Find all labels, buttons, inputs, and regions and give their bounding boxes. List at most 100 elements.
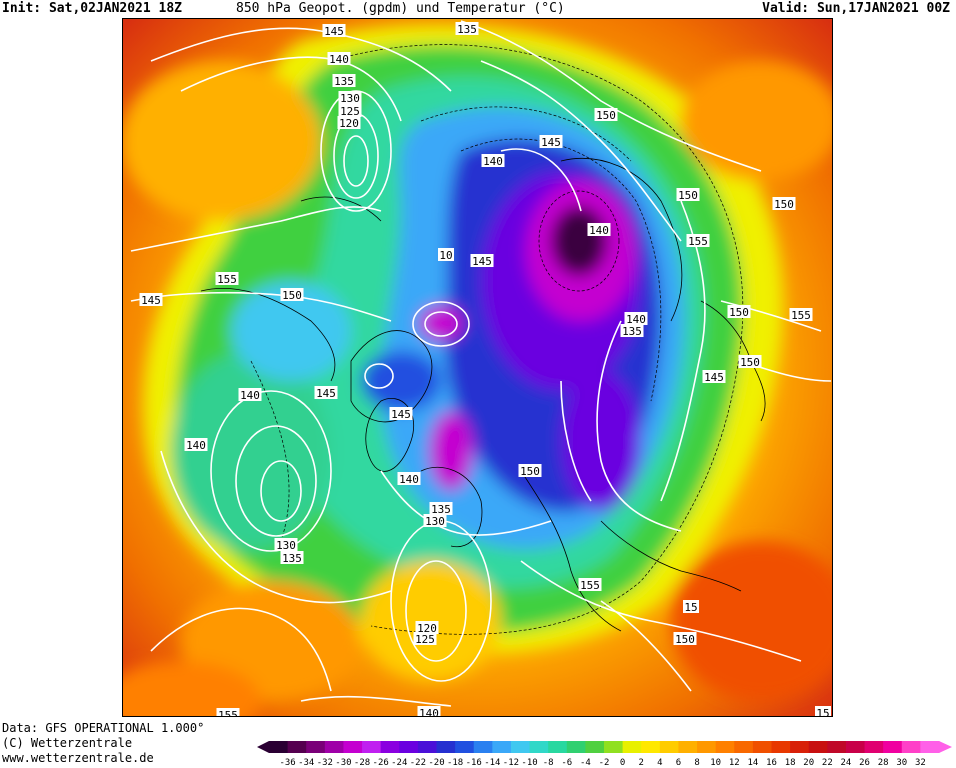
contour-label: 140 — [186, 439, 206, 452]
contour-label-box — [184, 438, 208, 451]
scale-tick-label: -8 — [543, 758, 554, 768]
contour-label-box — [481, 154, 505, 167]
scale-tick-label: -18 — [447, 758, 463, 768]
init-time: Init: Sat,02JAN2021 18Z — [2, 1, 183, 16]
contour-label-box — [423, 514, 447, 527]
contour-label-box — [624, 312, 648, 325]
valid-time: Valid: Sun,17JAN2021 00Z — [762, 1, 950, 16]
contour-label-box — [518, 464, 542, 477]
contour-label-box — [578, 578, 602, 591]
contour-label: 135 — [282, 552, 302, 565]
contour-label: 130 — [276, 539, 296, 552]
contour-label: 155 — [217, 273, 237, 286]
contour-label-box — [429, 502, 453, 515]
contour-labels: 145 1351401351301251201501451401501501401… — [139, 22, 831, 717]
scale-swatch — [920, 741, 940, 753]
contour-label: 135 — [457, 23, 477, 36]
scale-swatch — [510, 741, 531, 753]
contour-label-box — [686, 234, 710, 247]
scale-swatch — [380, 741, 400, 753]
scale-tick-label: 4 — [657, 758, 662, 768]
contour-label: 145 — [472, 255, 492, 268]
contour-label-box — [417, 706, 441, 716]
scale-tick-label: -22 — [410, 758, 426, 768]
scale-tick-label: 14 — [747, 758, 758, 768]
scale-tick-label: 12 — [729, 758, 740, 768]
coastlines — [200, 158, 766, 632]
contour-label-box — [280, 551, 304, 564]
scale-tick-label: 28 — [878, 758, 889, 768]
contour-label-box — [683, 600, 699, 613]
scale-tick-label: -14 — [484, 758, 500, 768]
contour-label: 140 — [589, 224, 609, 237]
contour-label: 150 — [740, 356, 760, 369]
scale-swatch — [455, 741, 475, 753]
scale-arrow-left — [257, 741, 269, 753]
scale-tick-label: -28 — [354, 758, 370, 768]
scale-swatch — [864, 741, 884, 753]
contour-label-box — [338, 104, 362, 117]
contour-label: 15 — [684, 601, 697, 614]
contour-label-box — [702, 370, 726, 383]
contour-label: 140 — [240, 389, 260, 402]
scale-tick-label: 6 — [676, 758, 681, 768]
contour-label: 145 — [704, 371, 724, 384]
scale-tick-label: -30 — [335, 758, 351, 768]
contour-label-box — [438, 248, 454, 261]
contour-label: 145 — [541, 136, 561, 149]
contour-label-box — [789, 308, 813, 321]
contour-label: 155 — [218, 709, 238, 717]
contour-label: 140 — [483, 155, 503, 168]
contour-label: 130 — [340, 92, 360, 105]
scale-swatch — [287, 741, 307, 753]
contour-label: 135 — [334, 75, 354, 88]
scale-arrow-right — [939, 741, 952, 753]
contour-label: 135 — [622, 325, 642, 338]
scale-tick-label: -34 — [298, 758, 314, 768]
copyright: (C) Wetterzentrale — [2, 736, 133, 750]
scale-tick-label: 10 — [710, 758, 721, 768]
contour-label-box — [676, 188, 700, 201]
scale-swatch — [622, 741, 642, 753]
scale-tick-label: 26 — [859, 758, 870, 768]
contour-label: 120 — [417, 622, 437, 635]
scale-swatch — [492, 741, 512, 753]
contour-label-box — [727, 305, 751, 318]
chart-title: 850 hPa Geopot. (gpdm) und Temperatur (°… — [236, 1, 565, 16]
contour-label: 145 — [141, 294, 161, 307]
scale-swatch — [324, 741, 344, 753]
contour-label: 145 — [316, 387, 336, 400]
geopotential-contours — [130, 20, 832, 707]
scale-swatch — [715, 741, 735, 753]
contour-label-box — [397, 472, 421, 485]
contour-label-box — [337, 116, 361, 129]
scale-tick-label: -4 — [580, 758, 591, 768]
contour-label-box — [322, 24, 346, 37]
data-source: Data: GFS OPERATIONAL 1.000° — [2, 721, 205, 735]
contour-label: 15 — [816, 707, 829, 717]
contour-label: 120 — [339, 117, 359, 130]
contour-label: 125 — [415, 633, 435, 646]
contour-label-box — [772, 197, 796, 210]
color-scale-legend: -36 -34 -32 -30 -28 -26 -24 -22 -20 -18 -16 -14 -12-… — [257, 741, 952, 768]
scale-tick-label: 22 — [822, 758, 833, 768]
contour-label-box — [314, 386, 338, 399]
contour-label: 155 — [688, 235, 708, 248]
scale-tick-label: 32 — [915, 758, 926, 768]
scale-swatch — [808, 741, 828, 753]
scale-tick-label: 24 — [841, 758, 852, 768]
scale-tick-label: -32 — [317, 758, 333, 768]
contour-label: 150 — [520, 465, 540, 478]
scale-swatch — [417, 741, 437, 753]
scale-tick-label: -10 — [521, 758, 537, 768]
scale-tick-label: 2 — [639, 758, 644, 768]
contour-label-box — [389, 407, 413, 420]
scale-swatch — [343, 741, 363, 753]
scale-swatch — [399, 741, 419, 753]
contour-label-box — [238, 388, 262, 401]
contour-label-box — [673, 632, 697, 645]
scale-tick-label: 18 — [785, 758, 796, 768]
scale-tick-label: -24 — [391, 758, 407, 768]
scale-swatch — [548, 741, 568, 753]
scale-swatch — [901, 741, 921, 753]
